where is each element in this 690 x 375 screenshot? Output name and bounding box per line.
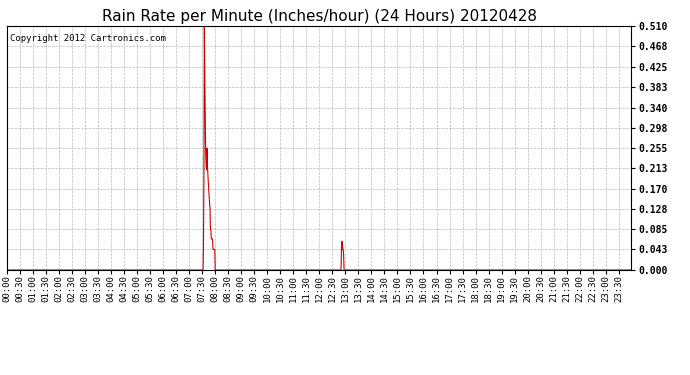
- Text: Copyright 2012 Cartronics.com: Copyright 2012 Cartronics.com: [10, 34, 166, 43]
- Title: Rain Rate per Minute (Inches/hour) (24 Hours) 20120428: Rain Rate per Minute (Inches/hour) (24 H…: [101, 9, 537, 24]
